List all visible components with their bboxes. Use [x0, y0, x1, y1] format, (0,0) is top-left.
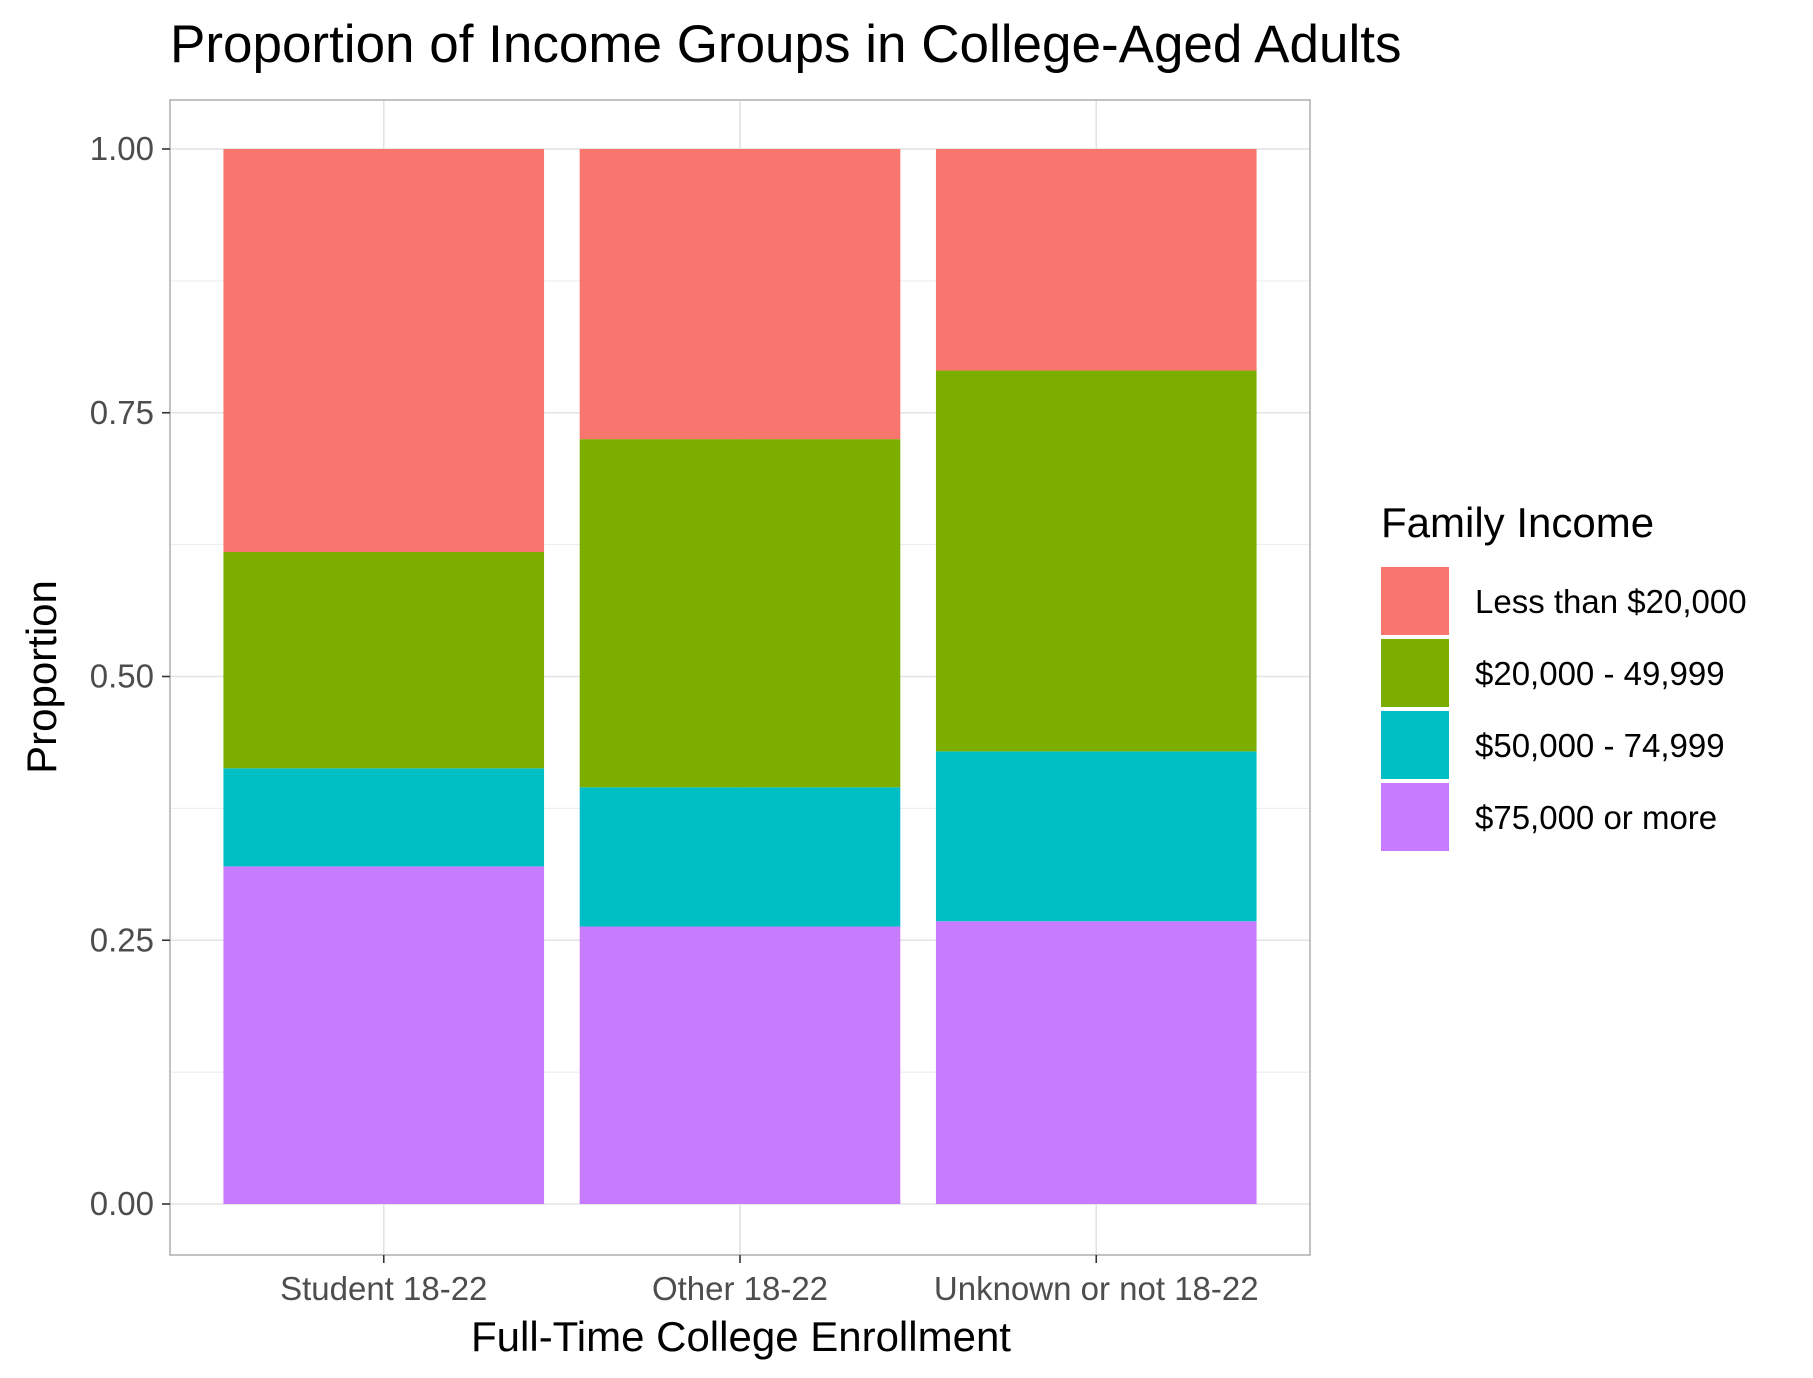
bar-segment-20-000-49-999 [223, 552, 545, 769]
x-axis: Student 18-22 Other 18-22 Unknown or not 1… [280, 1255, 1259, 1307]
bar-segment-75-000-or-more [579, 926, 901, 1204]
bar-segment-75-000-or-more [223, 866, 545, 1204]
bar-segment-less-than-20-000 [579, 149, 901, 440]
legend-label: $20,000 - 49,999 [1475, 655, 1725, 692]
y-tick-label: 0.75 [90, 394, 154, 431]
legend-label: Less than $20,000 [1475, 583, 1747, 620]
bar-segment-less-than-20-000 [935, 149, 1257, 371]
legend-key [1381, 567, 1449, 635]
bar-segment-75-000-or-more [935, 921, 1257, 1204]
bars-layer [223, 149, 1257, 1204]
y-axis: 0.00 0.25 0.50 0.75 1.00 [90, 130, 170, 1222]
legend-title: Family Income [1381, 499, 1654, 546]
y-tick-label: 0.25 [90, 921, 154, 958]
bar-segment-50-000-74-999 [935, 751, 1257, 922]
legend-label: $50,000 - 74,999 [1475, 727, 1725, 764]
legend-label: $75,000 or more [1475, 799, 1717, 836]
legend-key [1381, 711, 1449, 779]
legend-key [1381, 639, 1449, 707]
chart-title: Proportion of Income Groups in College-A… [170, 15, 1401, 74]
legend-items: Less than $20,000 $20,000 - 49,999 $50,000… [1381, 567, 1747, 851]
bar-segment-less-than-20-000 [223, 149, 545, 553]
y-tick-label: 1.00 [90, 130, 154, 167]
x-axis-title: Full-Time College Enrollment [471, 1313, 1011, 1360]
bar-segment-50-000-74-999 [579, 787, 901, 927]
bar-segment-50-000-74-999 [223, 768, 545, 867]
y-tick-label: 0.00 [90, 1185, 154, 1222]
y-tick-label: 0.50 [90, 658, 154, 695]
x-tick-label: Student 18-22 [280, 1270, 487, 1307]
legend: Family Income Less than $20,000 $20,000 -… [1381, 499, 1747, 851]
legend-key [1381, 783, 1449, 851]
bar-segment-20-000-49-999 [579, 439, 901, 788]
x-tick-label: Other 18-22 [652, 1270, 828, 1307]
x-tick-label: Unknown or not 18-22 [934, 1270, 1259, 1307]
y-axis-title: Proportion [18, 580, 65, 774]
bar-segment-20-000-49-999 [935, 370, 1257, 752]
